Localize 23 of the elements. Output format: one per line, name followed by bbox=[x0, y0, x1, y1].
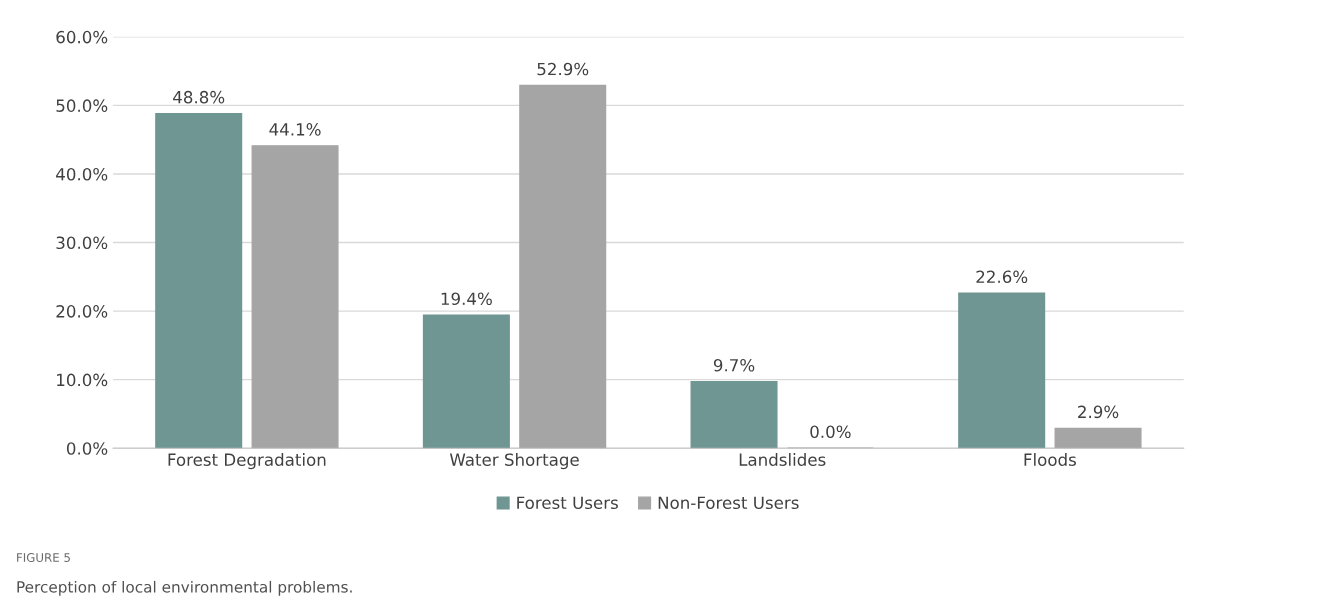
data-label: 52.9% bbox=[537, 62, 589, 76]
x-tick-label: Floods bbox=[1024, 453, 1076, 466]
x-tick-label: Water Shortage bbox=[449, 453, 579, 470]
y-tick-label: 30.0% bbox=[56, 236, 108, 250]
data-label: 9.7% bbox=[713, 358, 755, 372]
text: Perception of local environmental problems. bbox=[17, 580, 352, 596]
legend-label: Non-Forest Users bbox=[658, 496, 799, 510]
y-tick-label: 0.0% bbox=[66, 442, 108, 455]
data-label: 48.8% bbox=[173, 90, 225, 104]
y-tick-label: 40.0% bbox=[56, 167, 108, 181]
y-tick-label: 60.0% bbox=[56, 30, 108, 44]
data-label: 44.1% bbox=[269, 123, 321, 136]
x-tick-label: Landslides bbox=[739, 453, 826, 466]
data-label: 0.0% bbox=[810, 425, 851, 439]
data-label: 2.9% bbox=[1078, 405, 1119, 419]
x-tick-label: Forest Degradation bbox=[168, 453, 326, 470]
caption: FIGURE 5 bbox=[17, 553, 70, 562]
y-tick-label: 50.0% bbox=[56, 99, 108, 112]
data-label: 19.4% bbox=[441, 292, 492, 306]
y-tick-label: 10.0% bbox=[57, 373, 108, 387]
legend-label: Forest Users bbox=[517, 496, 618, 510]
y-tick-label: 20.0% bbox=[56, 305, 108, 318]
data-label: 22.6% bbox=[976, 270, 1028, 284]
